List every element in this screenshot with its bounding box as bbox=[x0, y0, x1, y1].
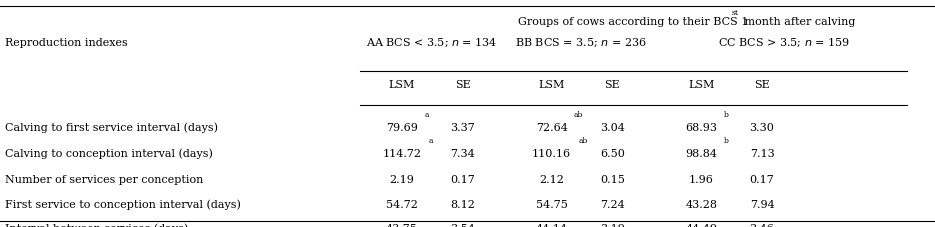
Text: 110.16: 110.16 bbox=[532, 148, 571, 158]
Text: 7.13: 7.13 bbox=[750, 148, 774, 158]
Text: AA BCS < 3.5; $\it{n}$ = 134: AA BCS < 3.5; $\it{n}$ = 134 bbox=[366, 37, 497, 49]
Text: 54.72: 54.72 bbox=[386, 199, 418, 209]
Text: First service to conception interval (days): First service to conception interval (da… bbox=[5, 199, 240, 210]
Text: 3.30: 3.30 bbox=[750, 122, 774, 132]
Text: SE: SE bbox=[455, 80, 470, 90]
Text: 3.37: 3.37 bbox=[451, 122, 475, 132]
Text: 3.19: 3.19 bbox=[600, 223, 625, 227]
Text: 44.14: 44.14 bbox=[536, 223, 568, 227]
Text: b: b bbox=[724, 111, 728, 119]
Text: 7.34: 7.34 bbox=[451, 148, 475, 158]
Text: SE: SE bbox=[755, 80, 770, 90]
Text: 43.75: 43.75 bbox=[386, 223, 418, 227]
Text: 3.04: 3.04 bbox=[600, 122, 625, 132]
Text: 7.24: 7.24 bbox=[600, 199, 625, 209]
Text: BB BCS = 3.5; $\it{n}$ = 236: BB BCS = 3.5; $\it{n}$ = 236 bbox=[515, 37, 647, 49]
Text: 7.94: 7.94 bbox=[750, 199, 774, 209]
Text: 6.50: 6.50 bbox=[600, 148, 625, 158]
Text: SE: SE bbox=[605, 80, 620, 90]
Text: ab: ab bbox=[579, 137, 588, 145]
Text: 68.93: 68.93 bbox=[685, 122, 717, 132]
Text: Groups of cows according to their BCS 1: Groups of cows according to their BCS 1 bbox=[518, 17, 749, 27]
Text: LSM: LSM bbox=[389, 80, 415, 90]
Text: st: st bbox=[731, 8, 738, 17]
Text: 2.19: 2.19 bbox=[390, 174, 414, 184]
Text: 3.54: 3.54 bbox=[451, 223, 475, 227]
Text: 43.28: 43.28 bbox=[685, 199, 717, 209]
Text: Calving to first service interval (days): Calving to first service interval (days) bbox=[5, 122, 218, 132]
Text: ab: ab bbox=[574, 111, 583, 119]
Text: a: a bbox=[429, 137, 434, 145]
Text: LSM: LSM bbox=[539, 80, 565, 90]
Text: Calving to conception interval (days): Calving to conception interval (days) bbox=[5, 148, 212, 158]
Text: 0.17: 0.17 bbox=[451, 174, 475, 184]
Text: 0.17: 0.17 bbox=[750, 174, 774, 184]
Text: 8.12: 8.12 bbox=[451, 199, 475, 209]
Text: Interval between services (days): Interval between services (days) bbox=[5, 223, 188, 227]
Text: Reproduction indexes: Reproduction indexes bbox=[5, 38, 127, 48]
Text: 79.69: 79.69 bbox=[386, 122, 418, 132]
Text: b: b bbox=[724, 137, 728, 145]
Text: 72.64: 72.64 bbox=[536, 122, 568, 132]
Text: 44.49: 44.49 bbox=[685, 223, 717, 227]
Text: Number of services per conception: Number of services per conception bbox=[5, 174, 203, 184]
Text: 114.72: 114.72 bbox=[382, 148, 422, 158]
Text: 1.96: 1.96 bbox=[689, 174, 713, 184]
Text: month after calving: month after calving bbox=[741, 17, 856, 27]
Text: 3.46: 3.46 bbox=[750, 223, 774, 227]
Text: LSM: LSM bbox=[688, 80, 714, 90]
Text: 2.12: 2.12 bbox=[539, 174, 564, 184]
Text: 0.15: 0.15 bbox=[600, 174, 625, 184]
Text: 54.75: 54.75 bbox=[536, 199, 568, 209]
Text: a: a bbox=[424, 111, 429, 119]
Text: CC BCS > 3.5; $\it{n}$ = 159: CC BCS > 3.5; $\it{n}$ = 159 bbox=[717, 37, 850, 49]
Text: 98.84: 98.84 bbox=[685, 148, 717, 158]
